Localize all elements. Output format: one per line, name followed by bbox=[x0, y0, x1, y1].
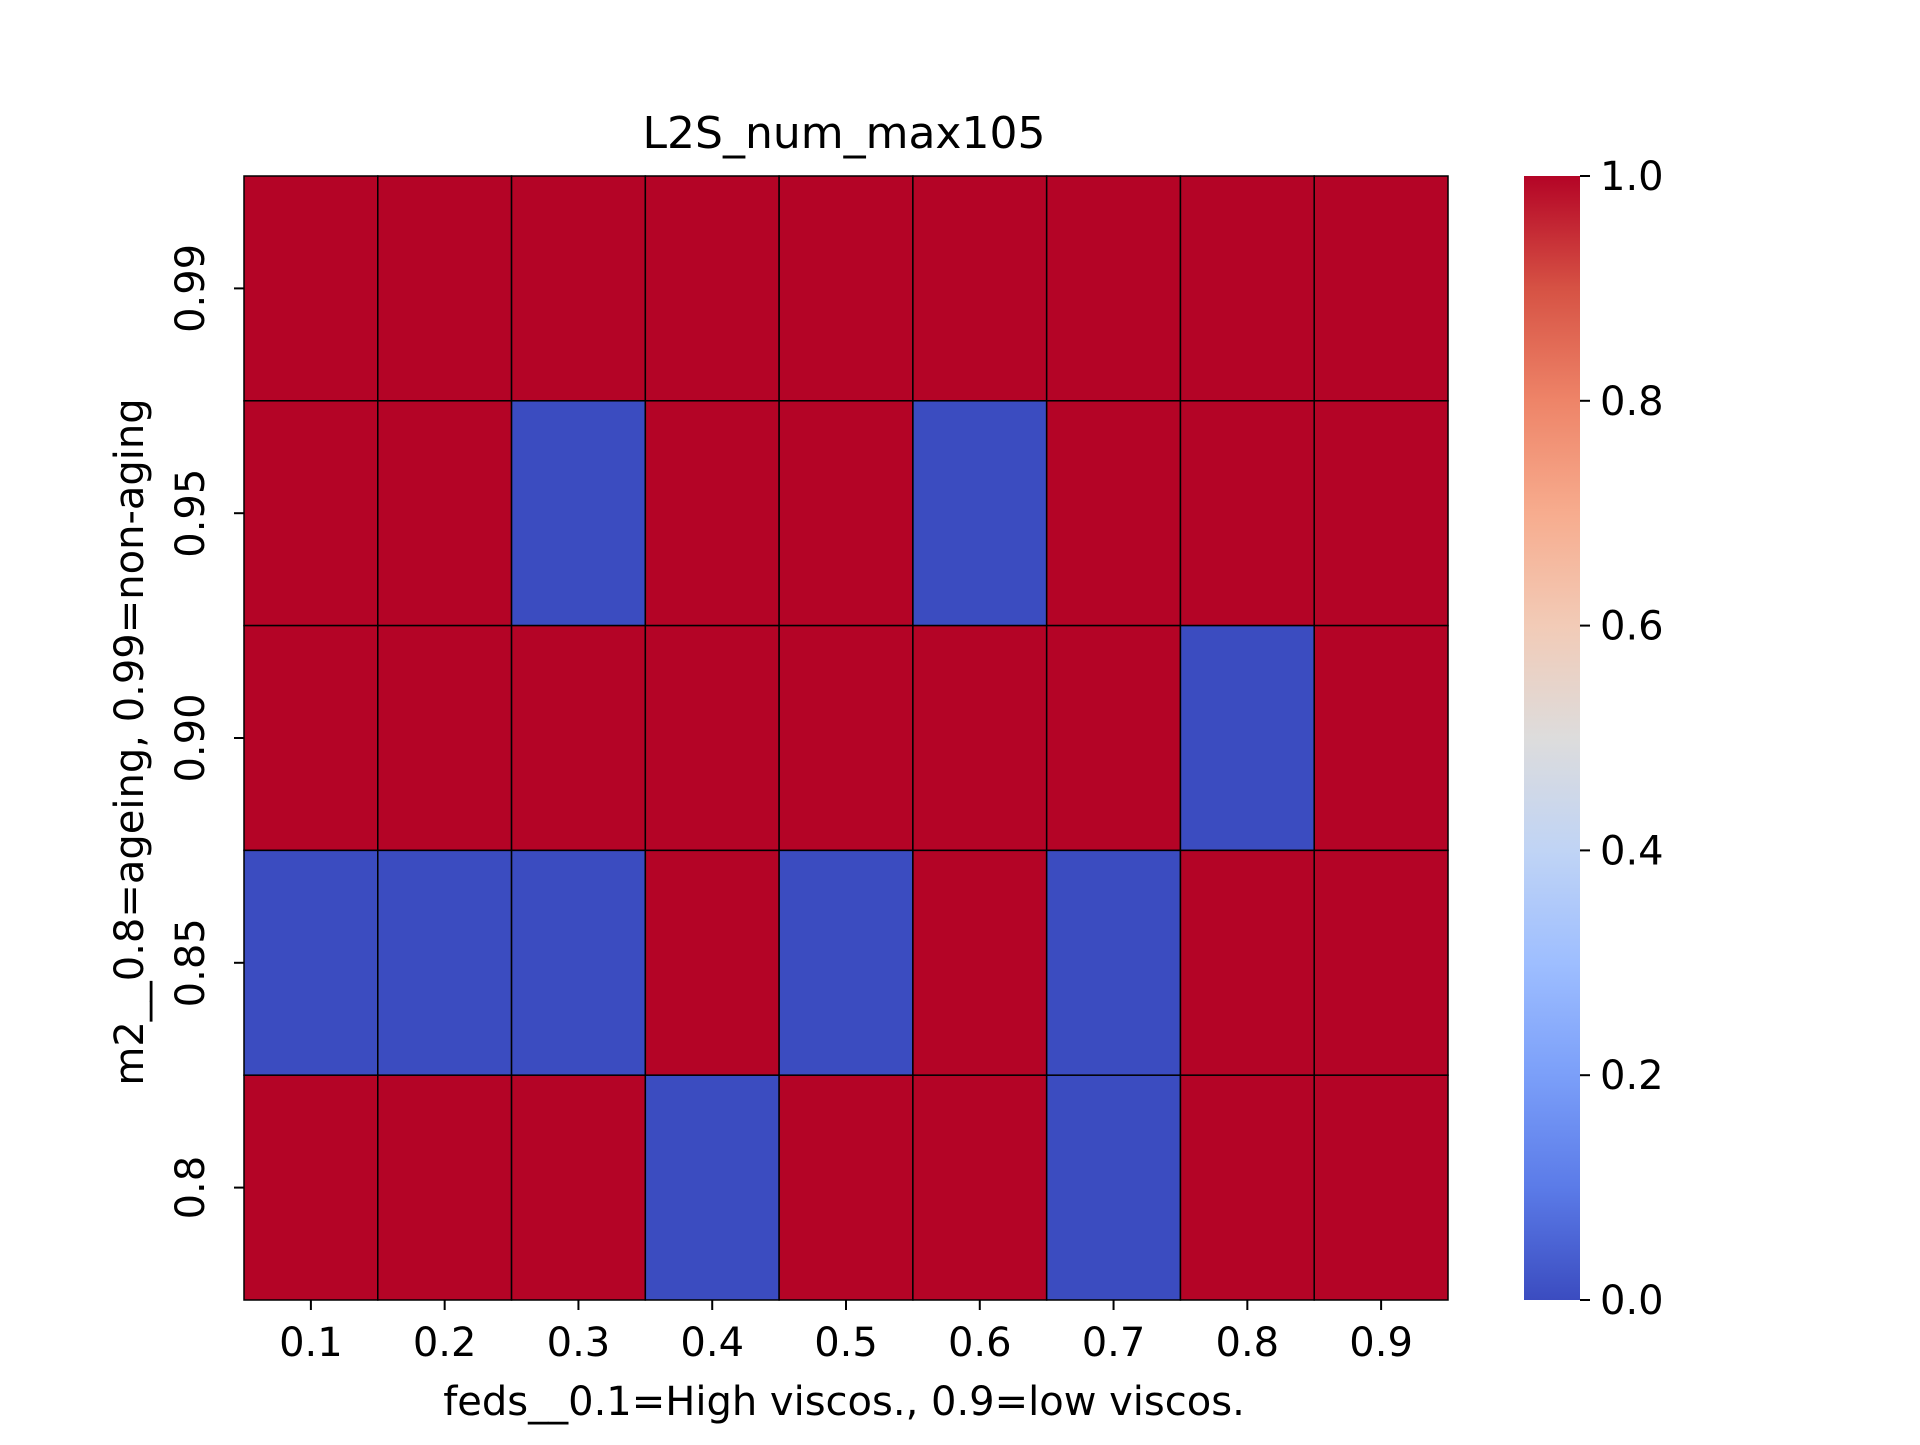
heatmap-cell bbox=[912, 175, 1048, 402]
heatmap-cell bbox=[778, 624, 914, 852]
y-axis-ticks: 0.99 0.95 0.90 0.85 0.8 bbox=[168, 244, 244, 1220]
y-tick-label: 0.95 bbox=[168, 469, 214, 558]
heatmap-cell bbox=[912, 400, 1048, 627]
heatmap-cell bbox=[1313, 624, 1449, 852]
heatmap-cell bbox=[377, 624, 513, 852]
heatmap-cell bbox=[912, 624, 1048, 852]
colorbar-tick-label: 0.0 bbox=[1600, 1278, 1664, 1324]
heatmap-cell bbox=[1313, 1074, 1449, 1301]
heatmap-cell bbox=[778, 849, 914, 1076]
heatmap-cell bbox=[377, 175, 513, 402]
heatmap-cell bbox=[1045, 624, 1182, 852]
heatmap-cell bbox=[1045, 175, 1182, 402]
heatmap-cell bbox=[243, 849, 379, 1076]
x-tick-label: 0.1 bbox=[279, 1320, 343, 1366]
colorbar-tick-label: 0.6 bbox=[1600, 604, 1664, 650]
heatmap-cell bbox=[377, 1074, 513, 1301]
y-tick-label: 0.8 bbox=[168, 1156, 214, 1220]
heatmap-cell bbox=[1313, 400, 1449, 627]
x-axis-ticks: 0.1 0.2 0.3 0.4 0.5 0.6 0.7 0.8 0.9 bbox=[279, 1300, 1413, 1366]
heatmap-cell bbox=[644, 1074, 780, 1301]
heatmap-cell bbox=[1179, 849, 1315, 1076]
chart-title: L2S_num_max105 bbox=[643, 108, 1046, 159]
x-tick-label: 0.4 bbox=[680, 1320, 744, 1366]
y-axis-label: m2__0.8=ageing, 0.99=non-aging bbox=[107, 398, 153, 1085]
heatmap-cell bbox=[1045, 849, 1182, 1076]
heatmap-cell bbox=[510, 849, 647, 1076]
x-axis-label: feds__0.1=High viscos., 0.9=low viscos. bbox=[443, 1379, 1245, 1425]
y-tick-label: 0.85 bbox=[168, 918, 214, 1007]
heatmap-cell bbox=[377, 849, 513, 1076]
y-tick-label: 0.99 bbox=[168, 244, 214, 333]
colorbar-tick-label: 0.8 bbox=[1600, 379, 1664, 425]
heatmap-cell bbox=[1179, 1074, 1315, 1301]
heatmap-cell bbox=[243, 175, 379, 402]
heatmap-cell bbox=[1045, 1074, 1182, 1301]
colorbar-tick-label: 1.0 bbox=[1600, 154, 1664, 200]
heatmap-cell bbox=[243, 400, 379, 627]
heatmap-cells bbox=[243, 175, 1449, 1301]
x-tick-label: 0.9 bbox=[1349, 1320, 1413, 1366]
heatmap-cell bbox=[912, 849, 1048, 1076]
heatmap-cell bbox=[510, 624, 647, 852]
x-tick-label: 0.3 bbox=[547, 1320, 611, 1366]
heatmap-cell bbox=[1179, 624, 1315, 852]
heatmap-cell bbox=[778, 400, 914, 627]
heatmap-cell bbox=[912, 1074, 1048, 1301]
x-tick-label: 0.7 bbox=[1082, 1320, 1146, 1366]
heatmap-cell bbox=[243, 1074, 379, 1301]
colorbar-tick-label: 0.4 bbox=[1600, 828, 1664, 874]
x-tick-label: 0.8 bbox=[1216, 1320, 1280, 1366]
heatmap-cell bbox=[377, 400, 513, 627]
x-tick-label: 0.6 bbox=[948, 1320, 1012, 1366]
x-tick-label: 0.5 bbox=[814, 1320, 878, 1366]
y-tick-label: 0.90 bbox=[168, 693, 214, 782]
heatmap-cell bbox=[644, 175, 780, 402]
heatmap-cell bbox=[778, 1074, 914, 1301]
heatmap-cell bbox=[510, 400, 647, 627]
heatmap-cell bbox=[1179, 175, 1315, 402]
heatmap-cell bbox=[1313, 175, 1449, 402]
colorbar-tick-label: 0.2 bbox=[1600, 1053, 1664, 1099]
heatmap-cell bbox=[510, 175, 647, 402]
heatmap-cell bbox=[644, 624, 780, 852]
heatmap-cell bbox=[778, 175, 914, 402]
heatmap-cell bbox=[243, 624, 379, 852]
colorbar bbox=[1524, 176, 1580, 1300]
heatmap-cell bbox=[1313, 849, 1449, 1076]
heatmap-cell bbox=[644, 849, 780, 1076]
colorbar-ticks: 0.0 0.2 0.4 0.6 0.8 1.0 bbox=[1580, 154, 1664, 1324]
heatmap-cell bbox=[1179, 400, 1315, 627]
heatmap-cell bbox=[510, 1074, 647, 1301]
heatmap-cell bbox=[644, 400, 780, 627]
heatmap-cell bbox=[1045, 400, 1182, 627]
x-tick-label: 0.2 bbox=[413, 1320, 477, 1366]
